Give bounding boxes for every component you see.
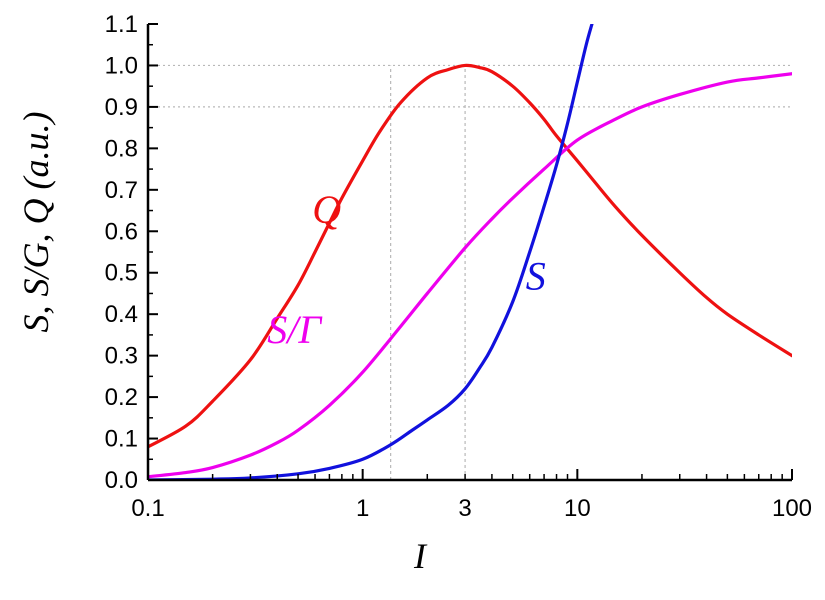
labels-layer: 0.00.10.20.30.40.50.60.70.80.91.01.10.1 1…: [105, 11, 812, 522]
x-tick-label: 10: [564, 495, 591, 522]
y-tick-label: 0.3: [105, 343, 138, 370]
y-tick-label: 0.4: [105, 301, 138, 328]
grid-layer: [148, 64, 792, 480]
series-label-q: Q: [312, 187, 341, 232]
x-axis-title: I: [413, 536, 428, 576]
series-layer: [148, 24, 792, 480]
series-line-q: [148, 63, 792, 449]
axes-layer: [146, 23, 793, 482]
y-axis-title: S, S/G, Q (a.u.): [16, 112, 56, 333]
x-tick-label: 0.1: [131, 495, 164, 522]
y-tick-label: 0.7: [105, 177, 138, 204]
y-tick-label: 0.5: [105, 260, 138, 287]
x-tick-label: 100: [772, 495, 812, 522]
x-tick-label: 3: [458, 495, 471, 522]
y-tick-label: 1.1: [105, 11, 138, 38]
y-tick-label: 0.2: [105, 384, 138, 411]
series-line-s: [148, 24, 594, 480]
y-tick-label: 0.8: [105, 135, 138, 162]
y-tick-label: 0.6: [105, 218, 138, 245]
y-tick-label: 1.0: [105, 52, 138, 79]
y-tick-label: 0.1: [105, 426, 138, 453]
x-tick-label: 1: [356, 495, 369, 522]
series-line-s: [148, 72, 792, 479]
y-tick-label: 0.0: [105, 467, 138, 494]
y-tick-label: 0.9: [105, 94, 138, 121]
series-label-s: S: [526, 253, 546, 298]
series-label-s: S/Γ: [267, 307, 323, 352]
